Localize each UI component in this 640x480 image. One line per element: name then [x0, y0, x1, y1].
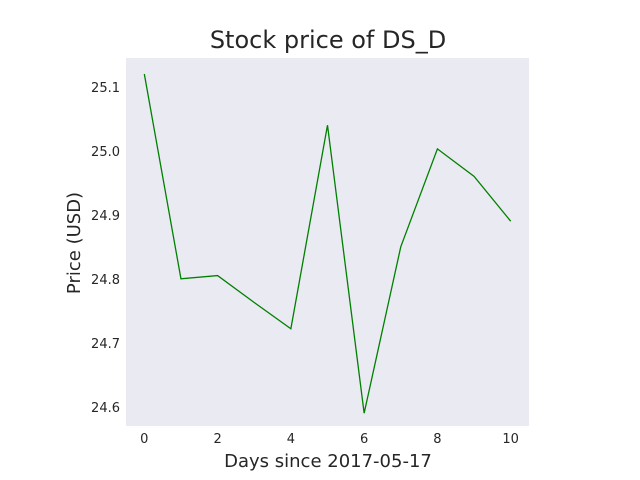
x-tick-label: 10	[502, 432, 519, 447]
y-axis-ticks: 24.6 24.7 24.8 24.9 25.0 25.1	[91, 81, 120, 416]
plot-area	[126, 58, 529, 426]
x-axis-label: Days since 2017-05-17	[224, 451, 432, 472]
y-tick-label: 25.0	[91, 145, 120, 160]
series-group	[143, 73, 512, 414]
price-series-line	[143, 73, 512, 414]
y-tick-label: 24.7	[91, 337, 120, 352]
y-axis-label: Price (USD)	[64, 192, 85, 294]
y-tick-label: 25.1	[91, 81, 120, 96]
x-tick-label: 0	[140, 432, 148, 447]
x-tick-label: 4	[287, 432, 295, 447]
chart-title: Stock price of DS_D	[210, 26, 446, 54]
x-tick-label: 8	[433, 432, 441, 447]
y-tick-label: 24.9	[91, 209, 120, 224]
y-tick-label: 24.6	[91, 401, 120, 416]
x-tick-label: 2	[213, 432, 221, 447]
y-tick-label: 24.8	[91, 273, 120, 288]
x-tick-label: 6	[360, 432, 368, 447]
x-axis-ticks: 0 2 4 6 8 10	[140, 432, 519, 447]
